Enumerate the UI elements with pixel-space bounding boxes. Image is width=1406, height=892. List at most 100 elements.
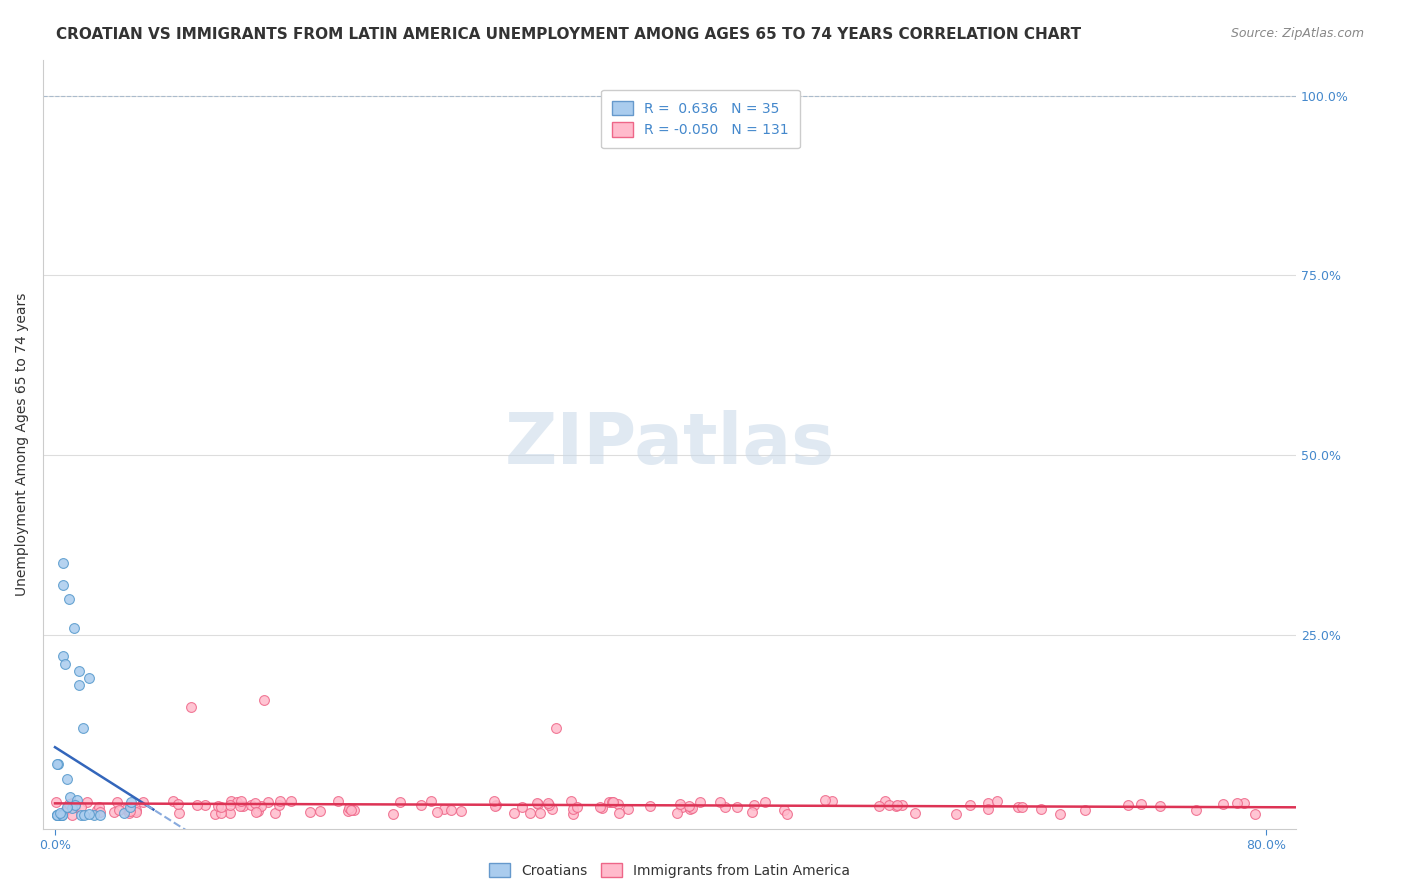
Point (299, 805, 322, 819)
Point (679, 802, 702, 816)
Point (600, 795, 623, 809)
Point (482, 794, 505, 808)
Point (48, 807, 70, 822)
Point (1049, 807, 1071, 822)
Point (713, 800, 735, 814)
Point (52, 649, 75, 664)
Point (419, 794, 441, 808)
Text: Source: ZipAtlas.com: Source: ZipAtlas.com (1230, 27, 1364, 40)
Point (229, 798, 252, 813)
Point (1226, 796, 1249, 810)
Point (67, 664, 90, 678)
Point (209, 800, 232, 814)
Point (204, 807, 226, 822)
Point (66, 793, 89, 807)
Point (55, 772, 77, 786)
Point (60, 807, 83, 822)
Point (120, 805, 142, 819)
Point (167, 805, 190, 820)
Point (226, 795, 249, 809)
Point (112, 805, 135, 820)
Point (1007, 799, 1029, 814)
Point (409, 798, 432, 813)
Point (1185, 803, 1208, 817)
Point (986, 794, 1008, 808)
Point (219, 806, 242, 821)
Point (58, 591, 80, 606)
Point (67, 678, 90, 692)
Point (114, 802, 136, 816)
Point (120, 800, 142, 814)
Point (52, 556, 75, 570)
Point (105, 795, 128, 809)
Point (107, 803, 129, 817)
Point (53, 657, 76, 671)
Point (485, 798, 508, 813)
Point (245, 796, 267, 810)
Point (77, 671, 100, 685)
Point (433, 802, 456, 816)
Point (526, 797, 548, 811)
Point (1212, 797, 1234, 811)
Point (167, 797, 190, 812)
Point (209, 806, 232, 821)
Point (1130, 797, 1153, 811)
Point (567, 800, 589, 814)
Point (257, 795, 280, 809)
Point (70, 807, 93, 822)
Point (86, 803, 108, 817)
Point (959, 798, 981, 813)
Point (52, 577, 75, 591)
Point (602, 796, 624, 810)
Point (343, 803, 366, 817)
Point (232, 798, 254, 813)
Point (89, 805, 111, 820)
Point (671, 799, 693, 814)
Point (450, 804, 472, 818)
Point (1116, 797, 1139, 812)
Point (776, 807, 799, 822)
Point (977, 802, 1000, 816)
Point (440, 803, 463, 817)
Point (245, 805, 267, 820)
Point (607, 806, 630, 821)
Point (526, 796, 548, 810)
Point (46, 807, 69, 822)
Point (562, 807, 585, 822)
Point (1029, 802, 1052, 816)
Point (681, 801, 703, 815)
Point (264, 805, 287, 820)
Point (45, 807, 67, 822)
Point (591, 801, 613, 815)
Point (875, 795, 897, 809)
Point (617, 802, 640, 816)
Point (537, 796, 560, 810)
Point (886, 798, 908, 813)
Point (484, 799, 506, 814)
Point (73, 807, 96, 822)
Point (426, 805, 449, 819)
Point (194, 797, 217, 812)
Point (132, 795, 155, 809)
Point (180, 699, 202, 714)
Point (219, 798, 242, 813)
Point (49, 807, 72, 822)
Point (519, 806, 541, 821)
Point (754, 795, 776, 809)
Point (53, 804, 76, 818)
Point (45, 795, 67, 809)
Point (125, 805, 148, 820)
Point (60, 801, 83, 815)
Point (725, 800, 748, 814)
Point (607, 797, 630, 812)
Point (239, 797, 262, 812)
Point (821, 794, 844, 808)
Point (666, 805, 689, 820)
Point (337, 800, 360, 814)
Point (709, 795, 731, 809)
Point (207, 798, 229, 813)
Y-axis label: Unemployment Among Ages 65 to 74 years: Unemployment Among Ages 65 to 74 years (15, 293, 30, 596)
Point (103, 805, 125, 819)
Point (219, 794, 242, 808)
Point (503, 806, 526, 821)
